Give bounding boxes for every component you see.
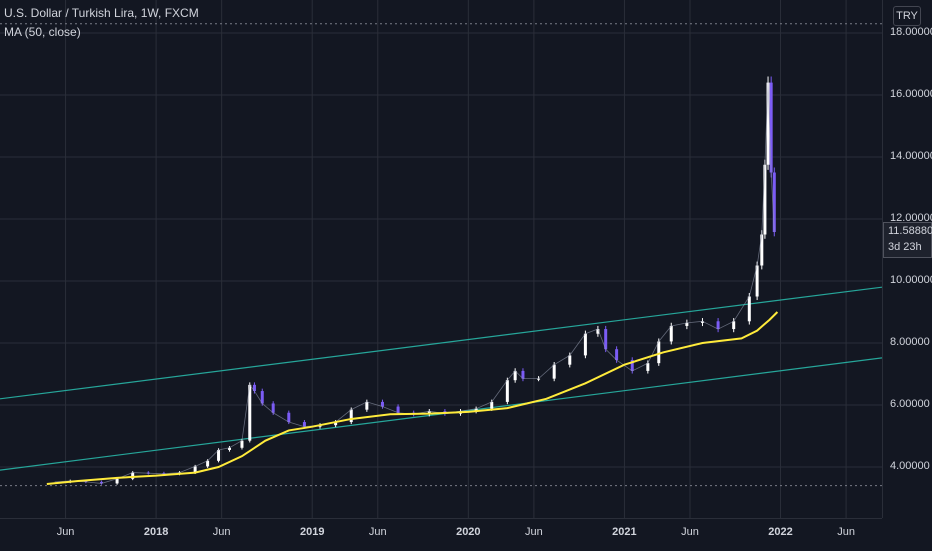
last-price-value: 11.58880 bbox=[888, 225, 932, 237]
candle-body bbox=[193, 466, 197, 473]
candle-body bbox=[240, 440, 244, 448]
currency-badge[interactable]: TRY bbox=[893, 6, 921, 26]
candle-body bbox=[252, 384, 256, 392]
candle-body bbox=[271, 403, 275, 413]
candle-body bbox=[685, 322, 689, 326]
indicator-legend[interactable]: MA (50, close) bbox=[4, 25, 81, 39]
price-tick-label: 8.00000 bbox=[890, 336, 930, 348]
price-tick-label: 14.00000 bbox=[890, 150, 932, 162]
price-tick-label: 6.00000 bbox=[890, 398, 930, 410]
price-tick-label: 12.00000 bbox=[890, 212, 932, 224]
candle-body bbox=[474, 408, 478, 412]
candle-body bbox=[766, 82, 770, 165]
candle-body bbox=[615, 349, 619, 361]
candle-body bbox=[349, 409, 353, 423]
candle-body bbox=[763, 164, 767, 235]
candle-body bbox=[490, 401, 494, 409]
candle-body bbox=[760, 234, 764, 266]
time-tick-label: 2018 bbox=[143, 526, 169, 538]
candle-body bbox=[630, 360, 634, 371]
candle-body bbox=[521, 370, 525, 379]
time-tick-label: Jun bbox=[56, 526, 75, 538]
candle-body bbox=[248, 384, 252, 441]
price-tick-label: 4.00000 bbox=[890, 460, 930, 472]
candle-body bbox=[365, 401, 369, 410]
candle-body bbox=[583, 333, 587, 356]
chart-grid bbox=[0, 0, 882, 518]
candle-body bbox=[217, 449, 221, 461]
candle-body bbox=[772, 172, 776, 233]
candle-body bbox=[260, 391, 264, 404]
candle-body bbox=[513, 370, 517, 381]
time-tick-label: Jun bbox=[212, 526, 231, 538]
candle-body bbox=[380, 401, 384, 407]
candle-body bbox=[334, 422, 338, 426]
price-tick-label: 18.00000 bbox=[890, 26, 932, 38]
candle-body bbox=[747, 296, 751, 322]
price-axis[interactable] bbox=[882, 0, 932, 518]
time-tick-label: 2021 bbox=[612, 526, 637, 538]
candle-body bbox=[596, 329, 600, 334]
candle-body bbox=[716, 321, 720, 330]
candle-body bbox=[769, 82, 773, 173]
candle-body bbox=[131, 472, 135, 479]
bar-countdown: 3d 23h bbox=[888, 241, 922, 253]
candle-body bbox=[115, 478, 119, 484]
candle-body bbox=[206, 460, 210, 467]
time-tick-label: Jun bbox=[837, 526, 855, 538]
candle-body bbox=[700, 321, 704, 323]
candle-body bbox=[84, 480, 88, 482]
candle-body bbox=[302, 422, 306, 427]
candle-body bbox=[657, 341, 661, 364]
time-tick-label: Jun bbox=[681, 526, 699, 538]
candle-body bbox=[552, 364, 556, 379]
time-tick-label: Jun bbox=[525, 526, 543, 538]
horizontal-guides bbox=[0, 23, 882, 487]
candle-body bbox=[287, 412, 291, 423]
candle-body bbox=[396, 406, 400, 413]
time-tick-label: Jun bbox=[368, 526, 387, 538]
price-tick-label: 16.00000 bbox=[890, 88, 932, 100]
candle-body bbox=[732, 321, 736, 330]
symbol-title[interactable]: U.S. Dollar / Turkish Lira, 1W, FXCM bbox=[4, 6, 199, 20]
candle-body bbox=[755, 265, 759, 297]
last-price-marker: 11.58880 3d 23h bbox=[883, 222, 932, 258]
time-axis[interactable] bbox=[0, 518, 882, 551]
price-path bbox=[54, 82, 775, 484]
candle-body bbox=[227, 447, 231, 450]
moving-average-series bbox=[46, 311, 779, 486]
price-tick-label: 10.00000 bbox=[890, 274, 932, 286]
time-tick-label: 2020 bbox=[456, 526, 481, 538]
time-tick-label: 2022 bbox=[768, 526, 793, 538]
candle-body bbox=[568, 355, 572, 365]
channel-upper-line bbox=[0, 286, 882, 400]
time-tick-label: 2019 bbox=[299, 526, 325, 538]
moving-average-line bbox=[46, 311, 779, 486]
candle-body bbox=[99, 481, 103, 484]
candle-body bbox=[604, 329, 608, 350]
candle-body bbox=[537, 378, 541, 380]
candle-body bbox=[646, 363, 650, 371]
candle-body bbox=[669, 325, 673, 342]
candle-body bbox=[505, 380, 509, 402]
price-chart-canvas[interactable] bbox=[0, 0, 882, 518]
